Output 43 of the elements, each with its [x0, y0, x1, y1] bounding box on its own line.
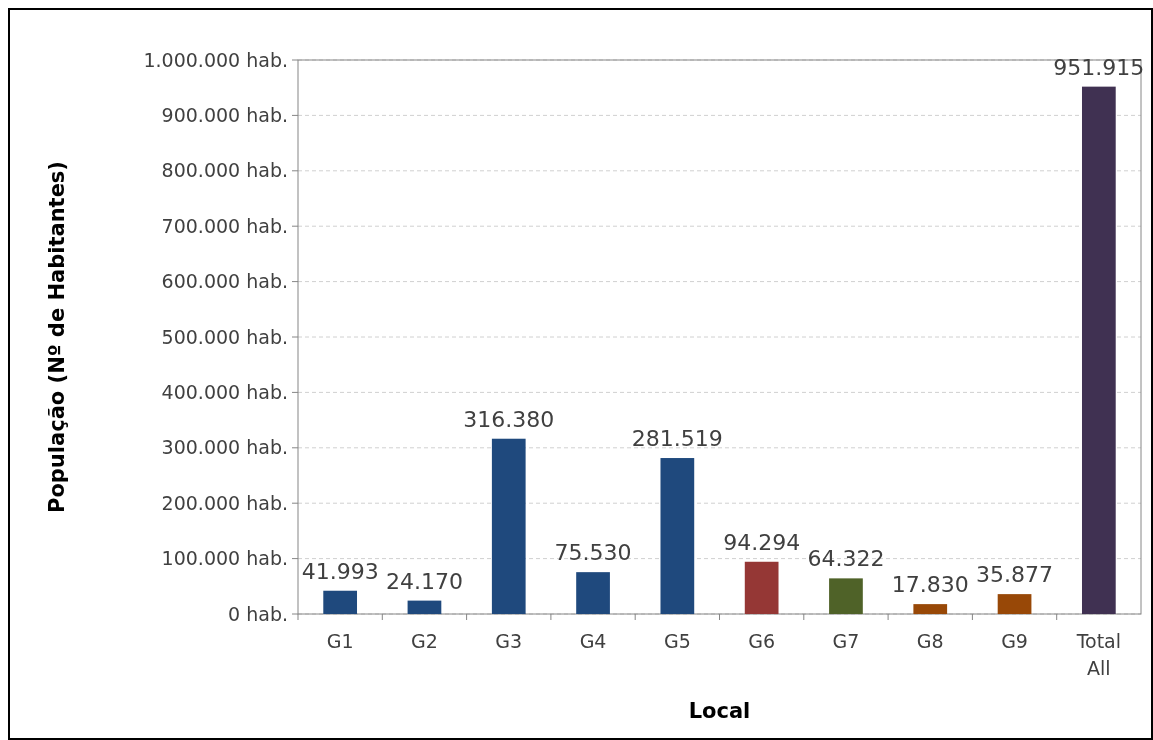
x-tick-label: G9 [1001, 630, 1028, 652]
bar [829, 578, 863, 614]
x-tick-label: G4 [579, 630, 607, 652]
y-tick-label: 800.000 hab. [161, 159, 288, 182]
bar [913, 604, 948, 614]
bar [576, 572, 610, 614]
bar [997, 594, 1032, 614]
y-axis-title: População (Nº de Habitantes) [45, 161, 69, 513]
x-tick-label: G6 [748, 630, 776, 652]
y-tick-label: 0 hab. [228, 602, 288, 625]
data-label: 316.380 [463, 406, 555, 432]
data-label: 64.322 [807, 546, 885, 572]
data-label: 35.877 [976, 562, 1054, 588]
data-label: 41.993 [301, 558, 379, 584]
y-tick-label: 700.000 hab. [161, 214, 288, 237]
y-tick-label: 900.000 hab. [161, 104, 288, 127]
bar [491, 438, 526, 614]
y-tick-label: 600.000 hab. [161, 270, 288, 293]
y-tick-label: 400.000 hab. [161, 381, 288, 404]
bar [1081, 86, 1116, 614]
y-tick-label: 500.000 hab. [161, 325, 288, 348]
x-tick-label: Total All [1075, 630, 1122, 679]
bar [323, 590, 358, 614]
data-label: 281.519 [631, 426, 723, 452]
data-label: 17.830 [891, 572, 969, 598]
y-tick-label: 1.000.000 hab. [143, 48, 288, 71]
data-label: 951.915 [1053, 54, 1145, 80]
y-tick-label: 100.000 hab. [161, 547, 288, 570]
y-tick-label: 200.000 hab. [161, 491, 288, 514]
x-tick-label: G3 [495, 630, 523, 652]
data-label: 24.170 [385, 568, 463, 594]
x-tick-label: G1 [326, 630, 354, 652]
x-tick-label: G8 [916, 630, 944, 652]
data-label: 75.530 [554, 540, 632, 566]
x-tick-label: G5 [663, 630, 691, 652]
bar [660, 458, 695, 614]
y-tick-label: 300.000 hab. [161, 436, 288, 459]
bar [407, 600, 442, 614]
x-tick-label: G7 [832, 630, 860, 652]
x-tick-label: G2 [411, 630, 438, 652]
bar [744, 561, 779, 614]
x-axis-title: Local [688, 699, 751, 723]
data-label: 94.294 [723, 529, 801, 555]
